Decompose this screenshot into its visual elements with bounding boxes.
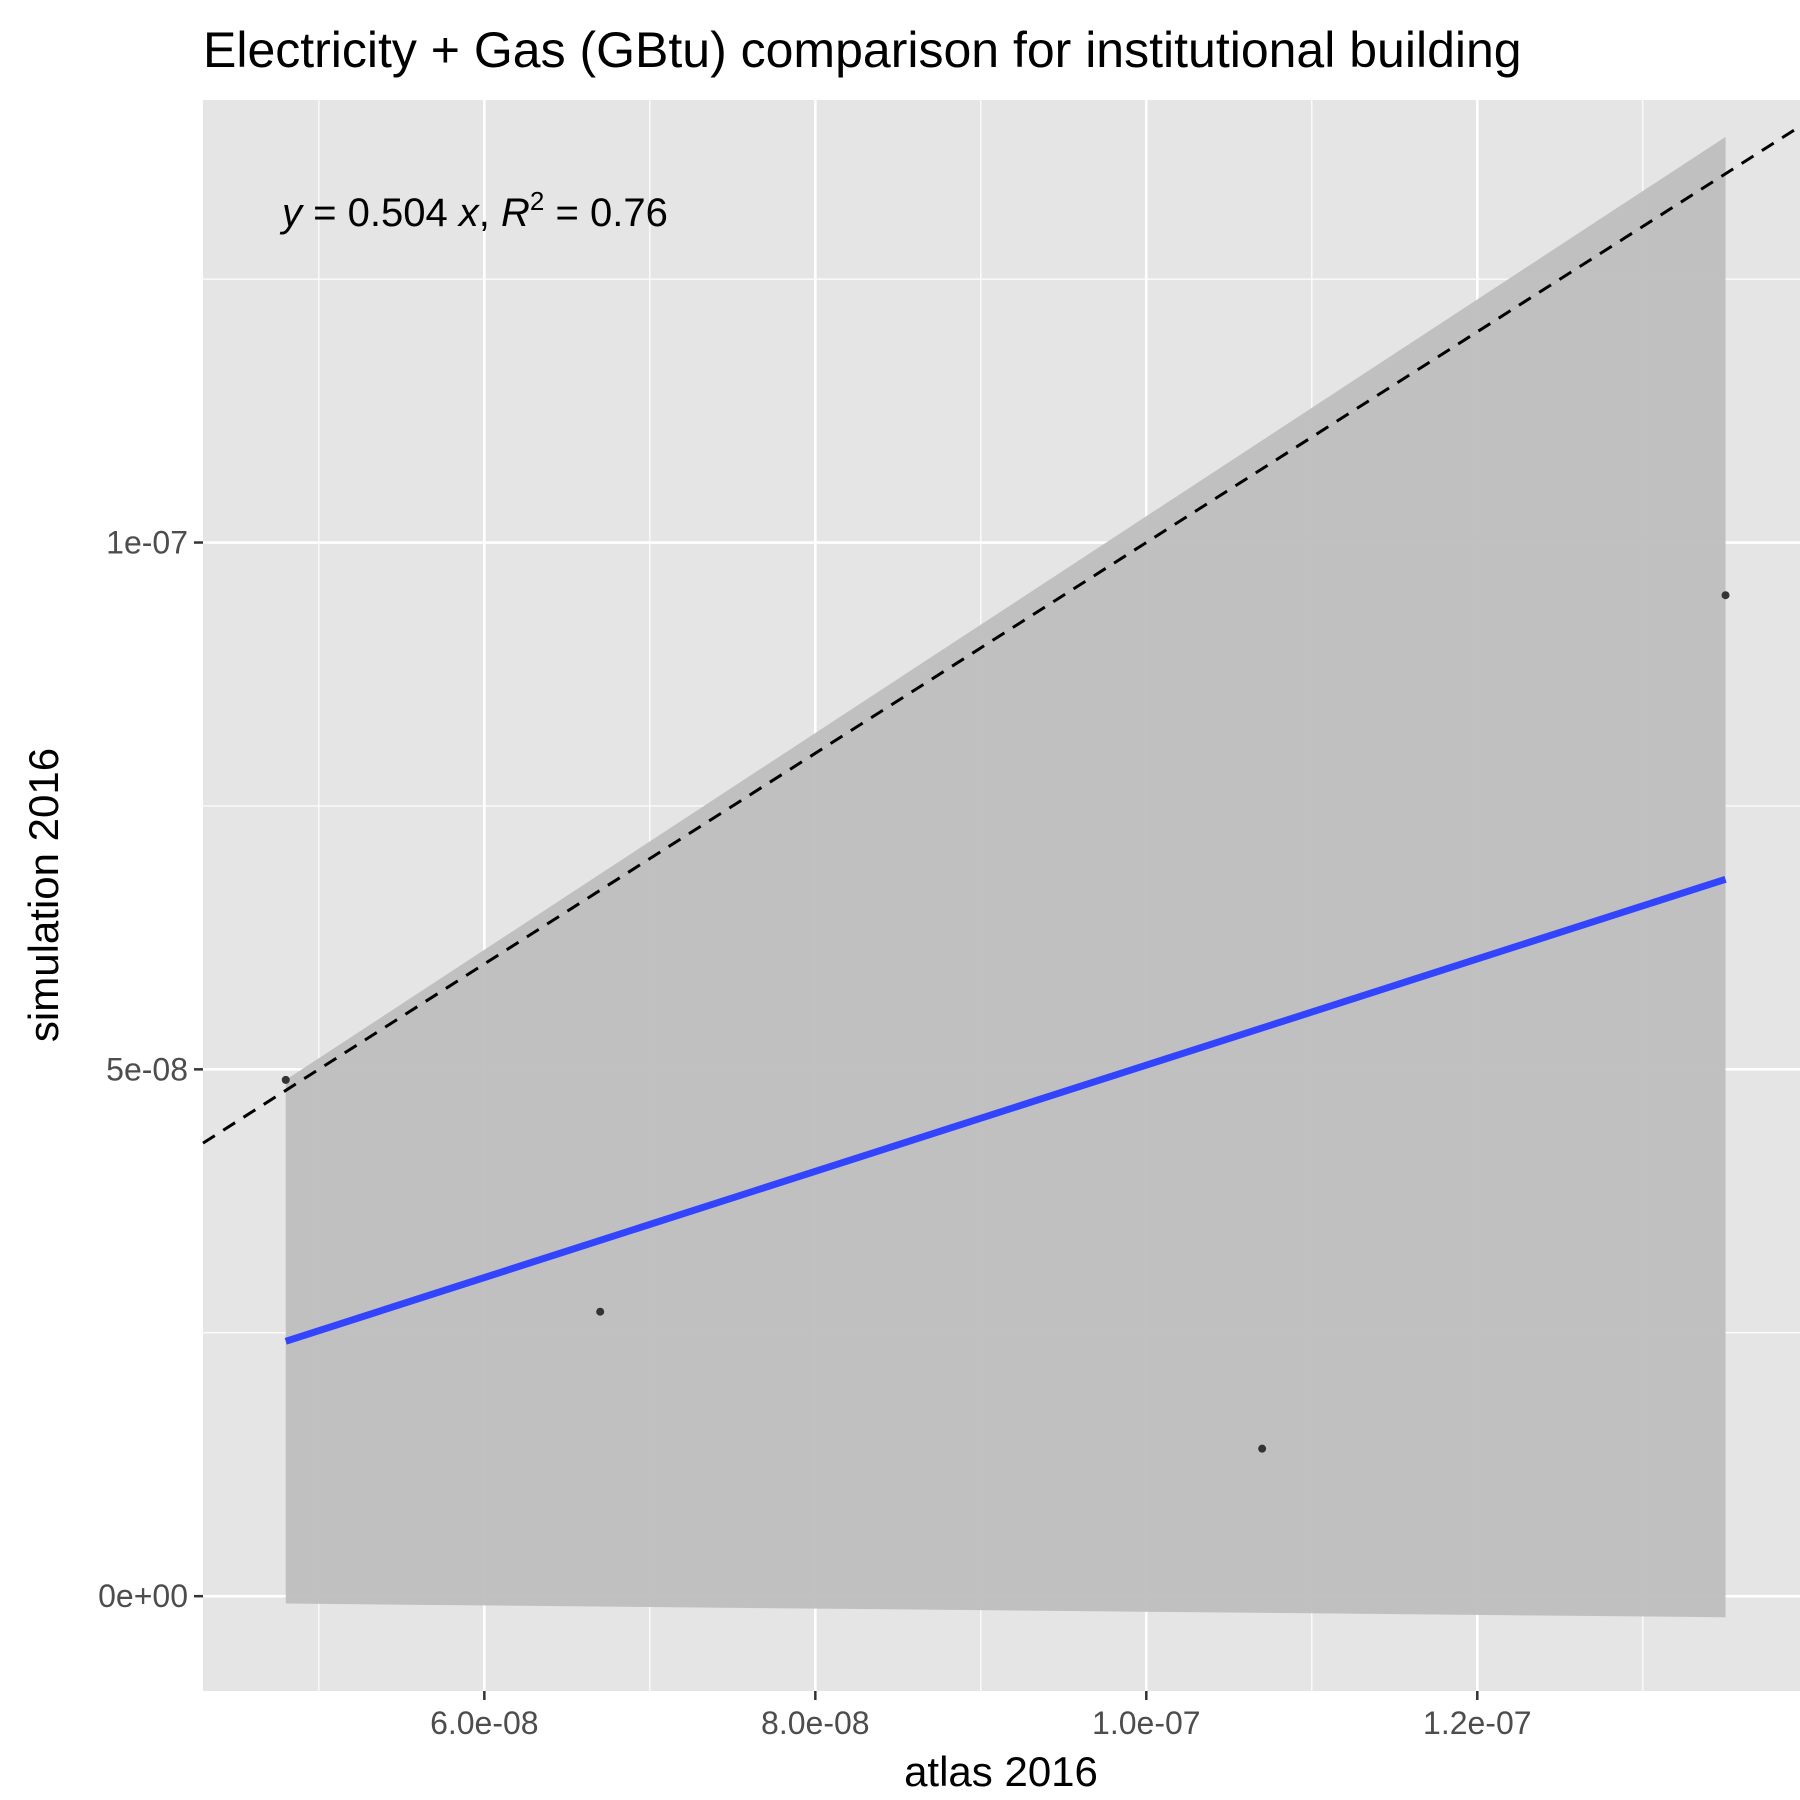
x-axis-title: atlas 2016: [904, 1748, 1098, 1795]
data-point: [281, 1075, 290, 1084]
y-axis-title: simulation 2016: [20, 748, 67, 1042]
data-point: [1721, 591, 1730, 600]
data-point: [1258, 1444, 1267, 1453]
reference-line: [202, 125, 1800, 1145]
fit-line-layer: [284, 875, 1727, 1345]
y-tick-label: 5e-08: [106, 1051, 188, 1087]
x-axis: 6.0e-08 8.0e-08 1.0e-07 1.2e-07: [430, 1691, 1532, 1741]
x-tick-label: 1.2e-07: [1423, 1705, 1532, 1741]
annotation-r-value: = 0.76: [544, 191, 667, 235]
confidence-band: [285, 136, 1726, 1618]
regression-annotation: y = 0.504 x, R2 = 0.76: [279, 186, 668, 235]
confidence-band-layer: [285, 136, 1726, 1618]
fit-line: [284, 875, 1727, 1345]
y-axis: 0e+00 5e-08 1e-07: [98, 525, 203, 1614]
annotation-equation: = 0.504: [302, 191, 459, 235]
x-tick-label: 6.0e-08: [430, 1705, 539, 1741]
annotation-x-var: x: [457, 191, 481, 235]
annotation-r-var: R: [501, 191, 530, 235]
annotation-superscript: 2: [530, 186, 544, 216]
x-tick-label: 1.0e-07: [1092, 1705, 1201, 1741]
y-tick-label: 1e-07: [106, 525, 188, 561]
annotation-comma: ,: [479, 191, 501, 235]
annotation-y-var: y: [279, 191, 305, 235]
x-tick-label: 8.0e-08: [761, 1705, 870, 1741]
points-layer: [281, 591, 1730, 1453]
y-tick-label: 0e+00: [98, 1578, 188, 1614]
data-point: [596, 1307, 605, 1316]
reference-line-layer: [202, 125, 1800, 1145]
chart-title: Electricity + Gas (GBtu) comparison for …: [203, 22, 1522, 78]
